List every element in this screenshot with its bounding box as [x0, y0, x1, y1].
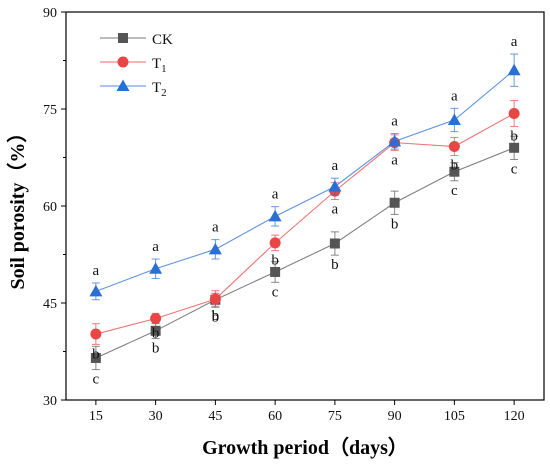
- legend-label: T1: [152, 56, 167, 75]
- letter-t1: b: [212, 310, 220, 326]
- legend-item-t2: T2: [100, 79, 167, 99]
- data-point: [89, 284, 103, 297]
- letter-ck: c: [451, 183, 458, 199]
- letter-ck: b: [391, 216, 399, 232]
- letter-t2: a: [152, 239, 159, 255]
- legend-marker: [117, 56, 129, 68]
- series-t2: [89, 53, 521, 301]
- data-point: [508, 108, 520, 120]
- axes-frame: [65, 11, 545, 401]
- letter-t1: b: [510, 128, 518, 144]
- series-line: [95, 69, 515, 292]
- data-point: [507, 63, 521, 76]
- letter-ck: b: [152, 341, 160, 357]
- letter-t2: a: [511, 34, 518, 50]
- data-point: [209, 293, 221, 305]
- axis-ticks: 15 30 45 60 75 90 105 120 30 45 60 75 90: [43, 6, 525, 424]
- letter-t2: a: [391, 114, 398, 130]
- y-tick-label: 30: [43, 394, 57, 409]
- y-tick-label: 75: [43, 103, 57, 118]
- y-tick-label: 90: [43, 6, 57, 21]
- y-axis-title: Soil porosity（%）: [6, 123, 29, 290]
- series-t1: [90, 100, 520, 345]
- x-tick-label: 105: [444, 409, 465, 424]
- legend-marker: [116, 79, 130, 91]
- letter-t1: a: [332, 202, 339, 218]
- letter-ck: b: [212, 308, 220, 324]
- data-point: [149, 262, 163, 274]
- data-point: [388, 134, 402, 147]
- letter-t2: a: [212, 220, 219, 236]
- x-tick-label: 75: [328, 409, 342, 424]
- x-tick-label: 45: [208, 409, 222, 424]
- legend-item-ck: CK: [100, 32, 173, 48]
- data-point: [447, 113, 461, 125]
- letter-t1: b: [451, 158, 459, 174]
- data-point: [150, 313, 162, 325]
- letter-ck: c: [511, 161, 518, 177]
- letter-t1: b: [92, 346, 100, 362]
- legend-label: T2: [152, 80, 167, 99]
- data-point: [90, 352, 101, 363]
- data-point: [329, 238, 340, 249]
- letter-t2: a: [332, 158, 339, 174]
- letter-ck: c: [93, 372, 100, 388]
- x-tick-label: 90: [388, 409, 402, 424]
- data-point: [509, 142, 520, 153]
- x-tick-label: 30: [149, 409, 163, 424]
- legend-item-t1: T1: [100, 56, 167, 75]
- letter-t2: a: [272, 187, 279, 203]
- data-point: [269, 237, 281, 249]
- plot-frame: [65, 11, 545, 401]
- series-layer: [89, 53, 521, 371]
- letter-ck: c: [272, 284, 279, 300]
- data-point: [448, 141, 460, 153]
- letter-t1: b: [152, 326, 160, 342]
- legend: CK T1 T2: [100, 32, 173, 99]
- data-point: [208, 242, 222, 255]
- x-tick-label: 60: [268, 409, 282, 424]
- y-tick-label: 60: [43, 200, 57, 215]
- data-point: [328, 180, 342, 192]
- letter-t2: a: [93, 263, 100, 279]
- letter-t2: a: [451, 88, 458, 104]
- data-point: [268, 209, 282, 222]
- x-tick-label: 15: [89, 409, 103, 424]
- x-tick-label: 120: [504, 409, 525, 424]
- series-line: [95, 113, 515, 335]
- data-point: [90, 328, 102, 340]
- letter-t1: a: [391, 152, 398, 168]
- y-tick-label: 45: [43, 297, 57, 312]
- letter-ck: b: [331, 257, 339, 273]
- letter-t1: b: [271, 253, 279, 269]
- x-axis-title: Growth period（days）: [202, 436, 408, 459]
- data-point: [270, 266, 281, 277]
- series-line: [95, 147, 515, 359]
- data-point: [389, 197, 400, 208]
- data-point: [150, 325, 161, 336]
- legend-label: CK: [152, 32, 173, 48]
- data-point: [449, 166, 460, 177]
- legend-marker: [118, 33, 128, 43]
